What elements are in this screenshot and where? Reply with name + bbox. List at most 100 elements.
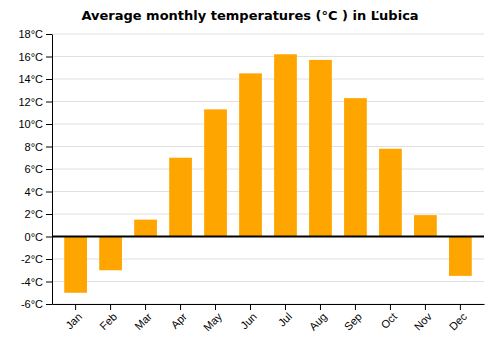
y-tick-mark [46, 304, 52, 305]
grid-line [52, 146, 484, 147]
grid-line [52, 56, 484, 57]
bar [274, 54, 297, 236]
x-tick-label: Jan [63, 310, 84, 331]
x-tick-label: Mar [132, 310, 154, 332]
x-tick: Oct [378, 304, 399, 331]
y-tick-label: -4°C [21, 276, 43, 288]
x-tick-mark [75, 304, 76, 310]
x-tick-mark [285, 304, 286, 310]
x-tick: Apr [169, 304, 190, 331]
y-tick: -4°C [21, 276, 52, 288]
grid-line [52, 191, 484, 192]
y-tick-label: 18°C [18, 28, 43, 40]
title: Average monthly temperatures (°C ) in Ľu… [81, 8, 418, 23]
y-tick-mark [46, 57, 52, 58]
bar [204, 109, 227, 236]
bar [169, 158, 192, 237]
plot-area: -6°C -4°C -2°C 0°C 2°C 4°C 6°C 8°C 10°C 12°C 14°C 1… [18, 28, 484, 333]
grid-line [52, 281, 484, 282]
x-tick-mark [250, 304, 251, 310]
x-tick-mark [390, 304, 391, 310]
y-tick-mark [46, 169, 52, 170]
bars [64, 54, 472, 293]
y-tick-mark [46, 34, 52, 35]
y-tick-label: 6°C [25, 163, 44, 175]
y-tick: 6°C [25, 163, 52, 175]
x-tick: May [201, 304, 225, 333]
y-tick-label: 14°C [18, 73, 43, 85]
grid-line [52, 236, 484, 237]
y-tick-mark [46, 259, 52, 260]
grid-line [52, 214, 484, 215]
bar [99, 237, 122, 271]
y-tick-label: 8°C [25, 141, 44, 153]
x-tick-label: Nov [412, 310, 435, 333]
x-axis-line [53, 304, 485, 305]
bar [344, 98, 367, 236]
y-axis: -6°C -4°C -2°C 0°C 2°C 4°C 6°C 8°C 10°C 12°C 14°C 1… [18, 28, 52, 310]
y-tick: 0°C [25, 231, 52, 243]
y-tick-label: -2°C [21, 253, 43, 265]
grid-line [52, 169, 484, 170]
y-tick-mark [46, 102, 52, 103]
y-tick-label: 4°C [25, 186, 44, 198]
x-tick: Jan [63, 304, 84, 331]
chart: -6°C -4°C -2°C 0°C 2°C 4°C 6°C 8°C 10°C 12°C 14°C 1… [0, 0, 500, 350]
y-axis-line [52, 35, 53, 305]
x-tick: Mar [132, 304, 154, 332]
x-tick-label: Feb [97, 310, 119, 332]
x-tick: Dec [447, 304, 470, 333]
x-tick-mark [460, 304, 461, 310]
bar [64, 237, 87, 293]
x-tick-mark [110, 304, 111, 310]
y-tick-label: -6°C [21, 298, 43, 310]
x-tick-label: Oct [378, 310, 399, 331]
bar [449, 237, 472, 276]
y-tick-mark [46, 192, 52, 193]
y-tick-mark [46, 79, 52, 80]
y-tick: 16°C [18, 51, 52, 63]
x-tick-label: Sep [342, 310, 364, 332]
y-tick: 2°C [25, 208, 52, 220]
bar [379, 149, 402, 237]
bar [134, 220, 157, 237]
grid-line [52, 124, 484, 125]
y-tick: 12°C [18, 96, 52, 108]
y-tick: 4°C [25, 186, 52, 198]
x-tick-mark [180, 304, 181, 310]
bar [239, 73, 262, 236]
y-tick-mark [46, 147, 52, 148]
x-axis: Jan Feb Mar Apr May Jun Jul Aug Sep Oct Nov Dec [53, 304, 485, 333]
x-tick: Aug [307, 304, 329, 333]
y-tick: -6°C [21, 298, 52, 310]
x-tick-label: Jul [276, 310, 294, 328]
x-tick: Jun [238, 304, 259, 331]
x-tick-mark [145, 304, 146, 310]
x-tick-label: Jun [238, 310, 259, 331]
x-tick-label: May [201, 310, 225, 334]
x-tick-mark [355, 304, 356, 310]
y-tick-mark [46, 124, 52, 125]
y-tick-label: 16°C [18, 51, 43, 63]
x-tick-mark [320, 304, 321, 310]
x-tick-mark [425, 304, 426, 310]
x-tick-label: Aug [307, 310, 329, 332]
y-tick-mark [46, 214, 52, 215]
y-tick-label: 2°C [25, 208, 44, 220]
y-tick-label: 12°C [18, 96, 43, 108]
y-tick-label: 10°C [18, 118, 43, 130]
y-tick: 10°C [18, 118, 52, 130]
zero-line [52, 236, 484, 238]
x-tick: Feb [97, 304, 119, 332]
grid-line [52, 79, 484, 80]
y-tick-label: 0°C [25, 231, 44, 243]
grid-line [52, 304, 484, 305]
y-tick-mark [46, 282, 52, 283]
grid [52, 34, 484, 304]
x-tick: Nov [412, 304, 435, 333]
x-tick: Sep [342, 304, 364, 333]
grid-line [52, 34, 484, 35]
y-tick: 14°C [18, 73, 52, 85]
x-tick-mark [215, 304, 216, 310]
x-tick-label: Dec [447, 310, 470, 333]
